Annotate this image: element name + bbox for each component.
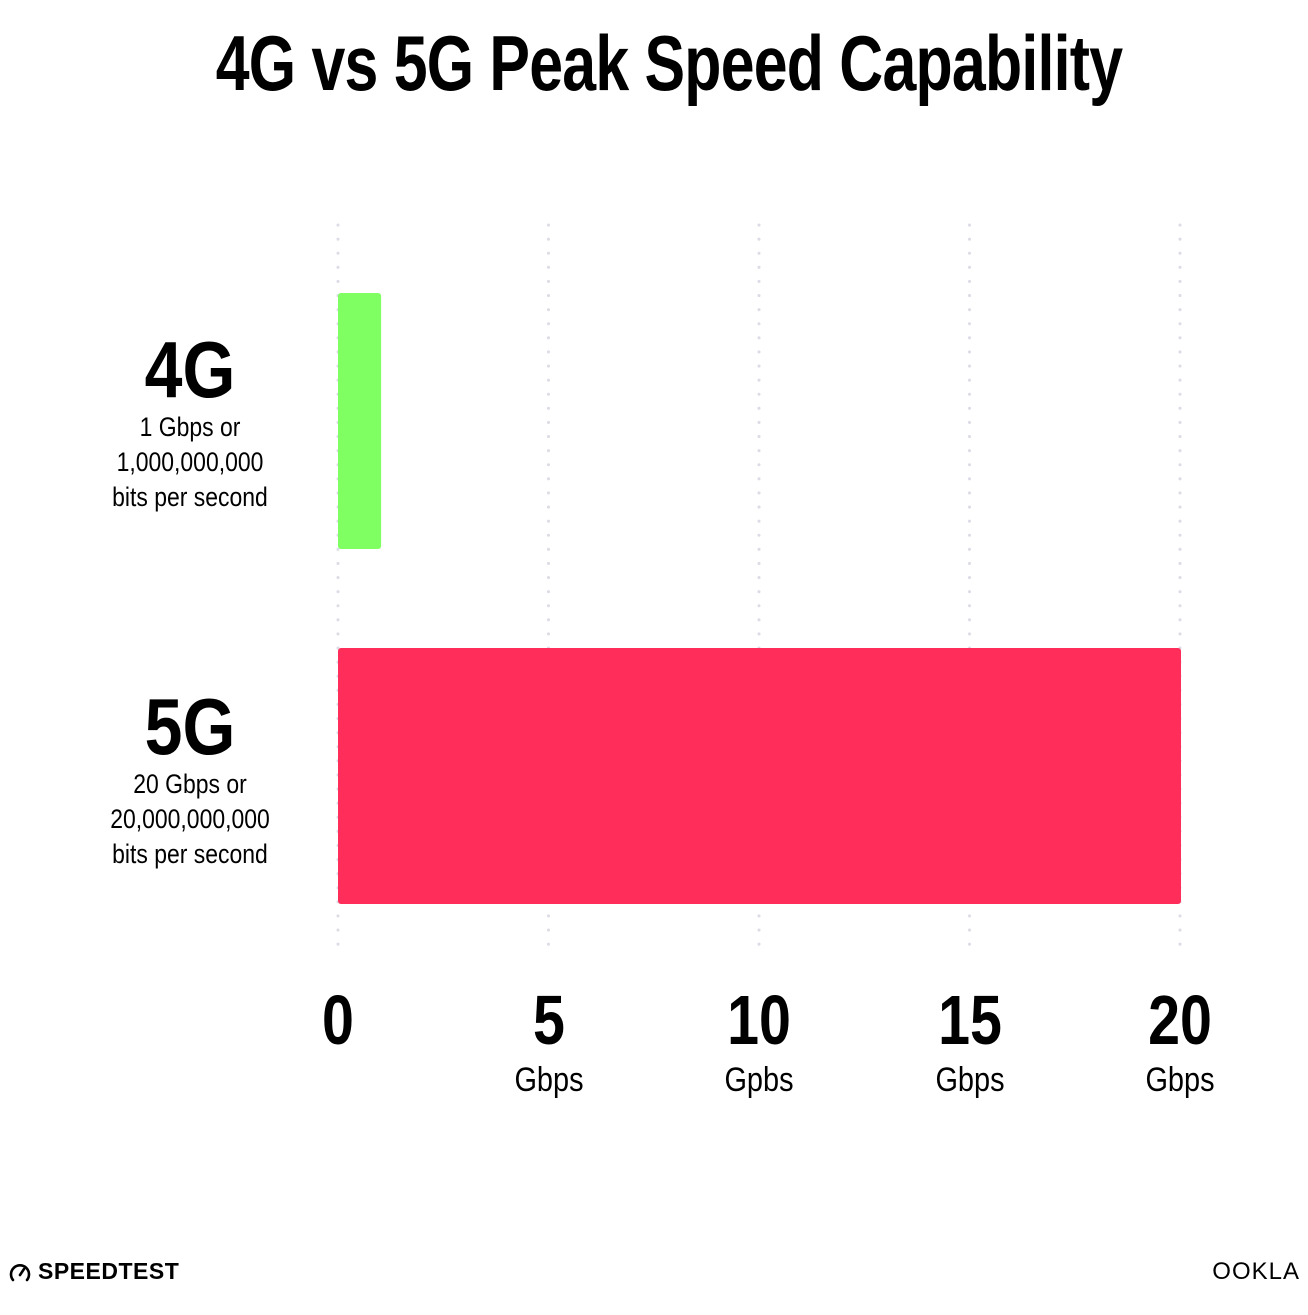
tick-value: 20 <box>1148 981 1212 1059</box>
category-name: 4G <box>144 325 236 414</box>
category-name: 5G <box>144 682 236 771</box>
category-sublabel: bits per second <box>112 839 268 869</box>
tick-unit: Gbps <box>934 1061 1005 1099</box>
category-sublabel: 1 Gbps or <box>139 412 241 442</box>
tick-value: 10 <box>727 981 791 1059</box>
tick-value: 15 <box>937 981 1002 1059</box>
bar-4g <box>338 293 382 549</box>
ookla-logo: OOKLA <box>1212 1258 1300 1285</box>
chart-title: 4G vs 5G Peak Speed Capability <box>215 19 1123 107</box>
category-sublabel: 20 Gbps or <box>133 769 247 799</box>
category-sublabel: 20,000,000,000 <box>110 804 270 834</box>
x-tick-label: 10 Gpbs <box>659 985 859 1099</box>
bar-5g <box>338 648 1181 904</box>
tick-unit: Gpbs <box>724 1061 794 1099</box>
tick-value: 5 <box>532 981 565 1059</box>
tick-value: 0 <box>322 981 354 1059</box>
x-tick-label: 0 <box>238 985 438 1061</box>
tick-unit: Gbps <box>1145 1061 1215 1099</box>
x-tick-label: 20 Gbps <box>1080 985 1280 1099</box>
speedtest-wordmark: SPEEDTEST <box>38 1258 180 1284</box>
x-tick-label: 5 Gbps <box>449 985 649 1099</box>
category-label-4g: 4G 1 Gbps or 1,000,000,000 bits per seco… <box>70 330 310 515</box>
x-tick-label: 15 Gbps <box>870 985 1070 1099</box>
tick-unit: Gbps <box>513 1061 584 1099</box>
category-label-5g: 5G 20 Gbps or 20,000,000,000 bits per se… <box>70 687 310 872</box>
gauge-icon <box>9 1263 31 1281</box>
category-sublabel: bits per second <box>112 482 268 512</box>
category-sublabel: 1,000,000,000 <box>116 447 264 477</box>
speedtest-logo: SPEEDTEST <box>8 1258 179 1285</box>
